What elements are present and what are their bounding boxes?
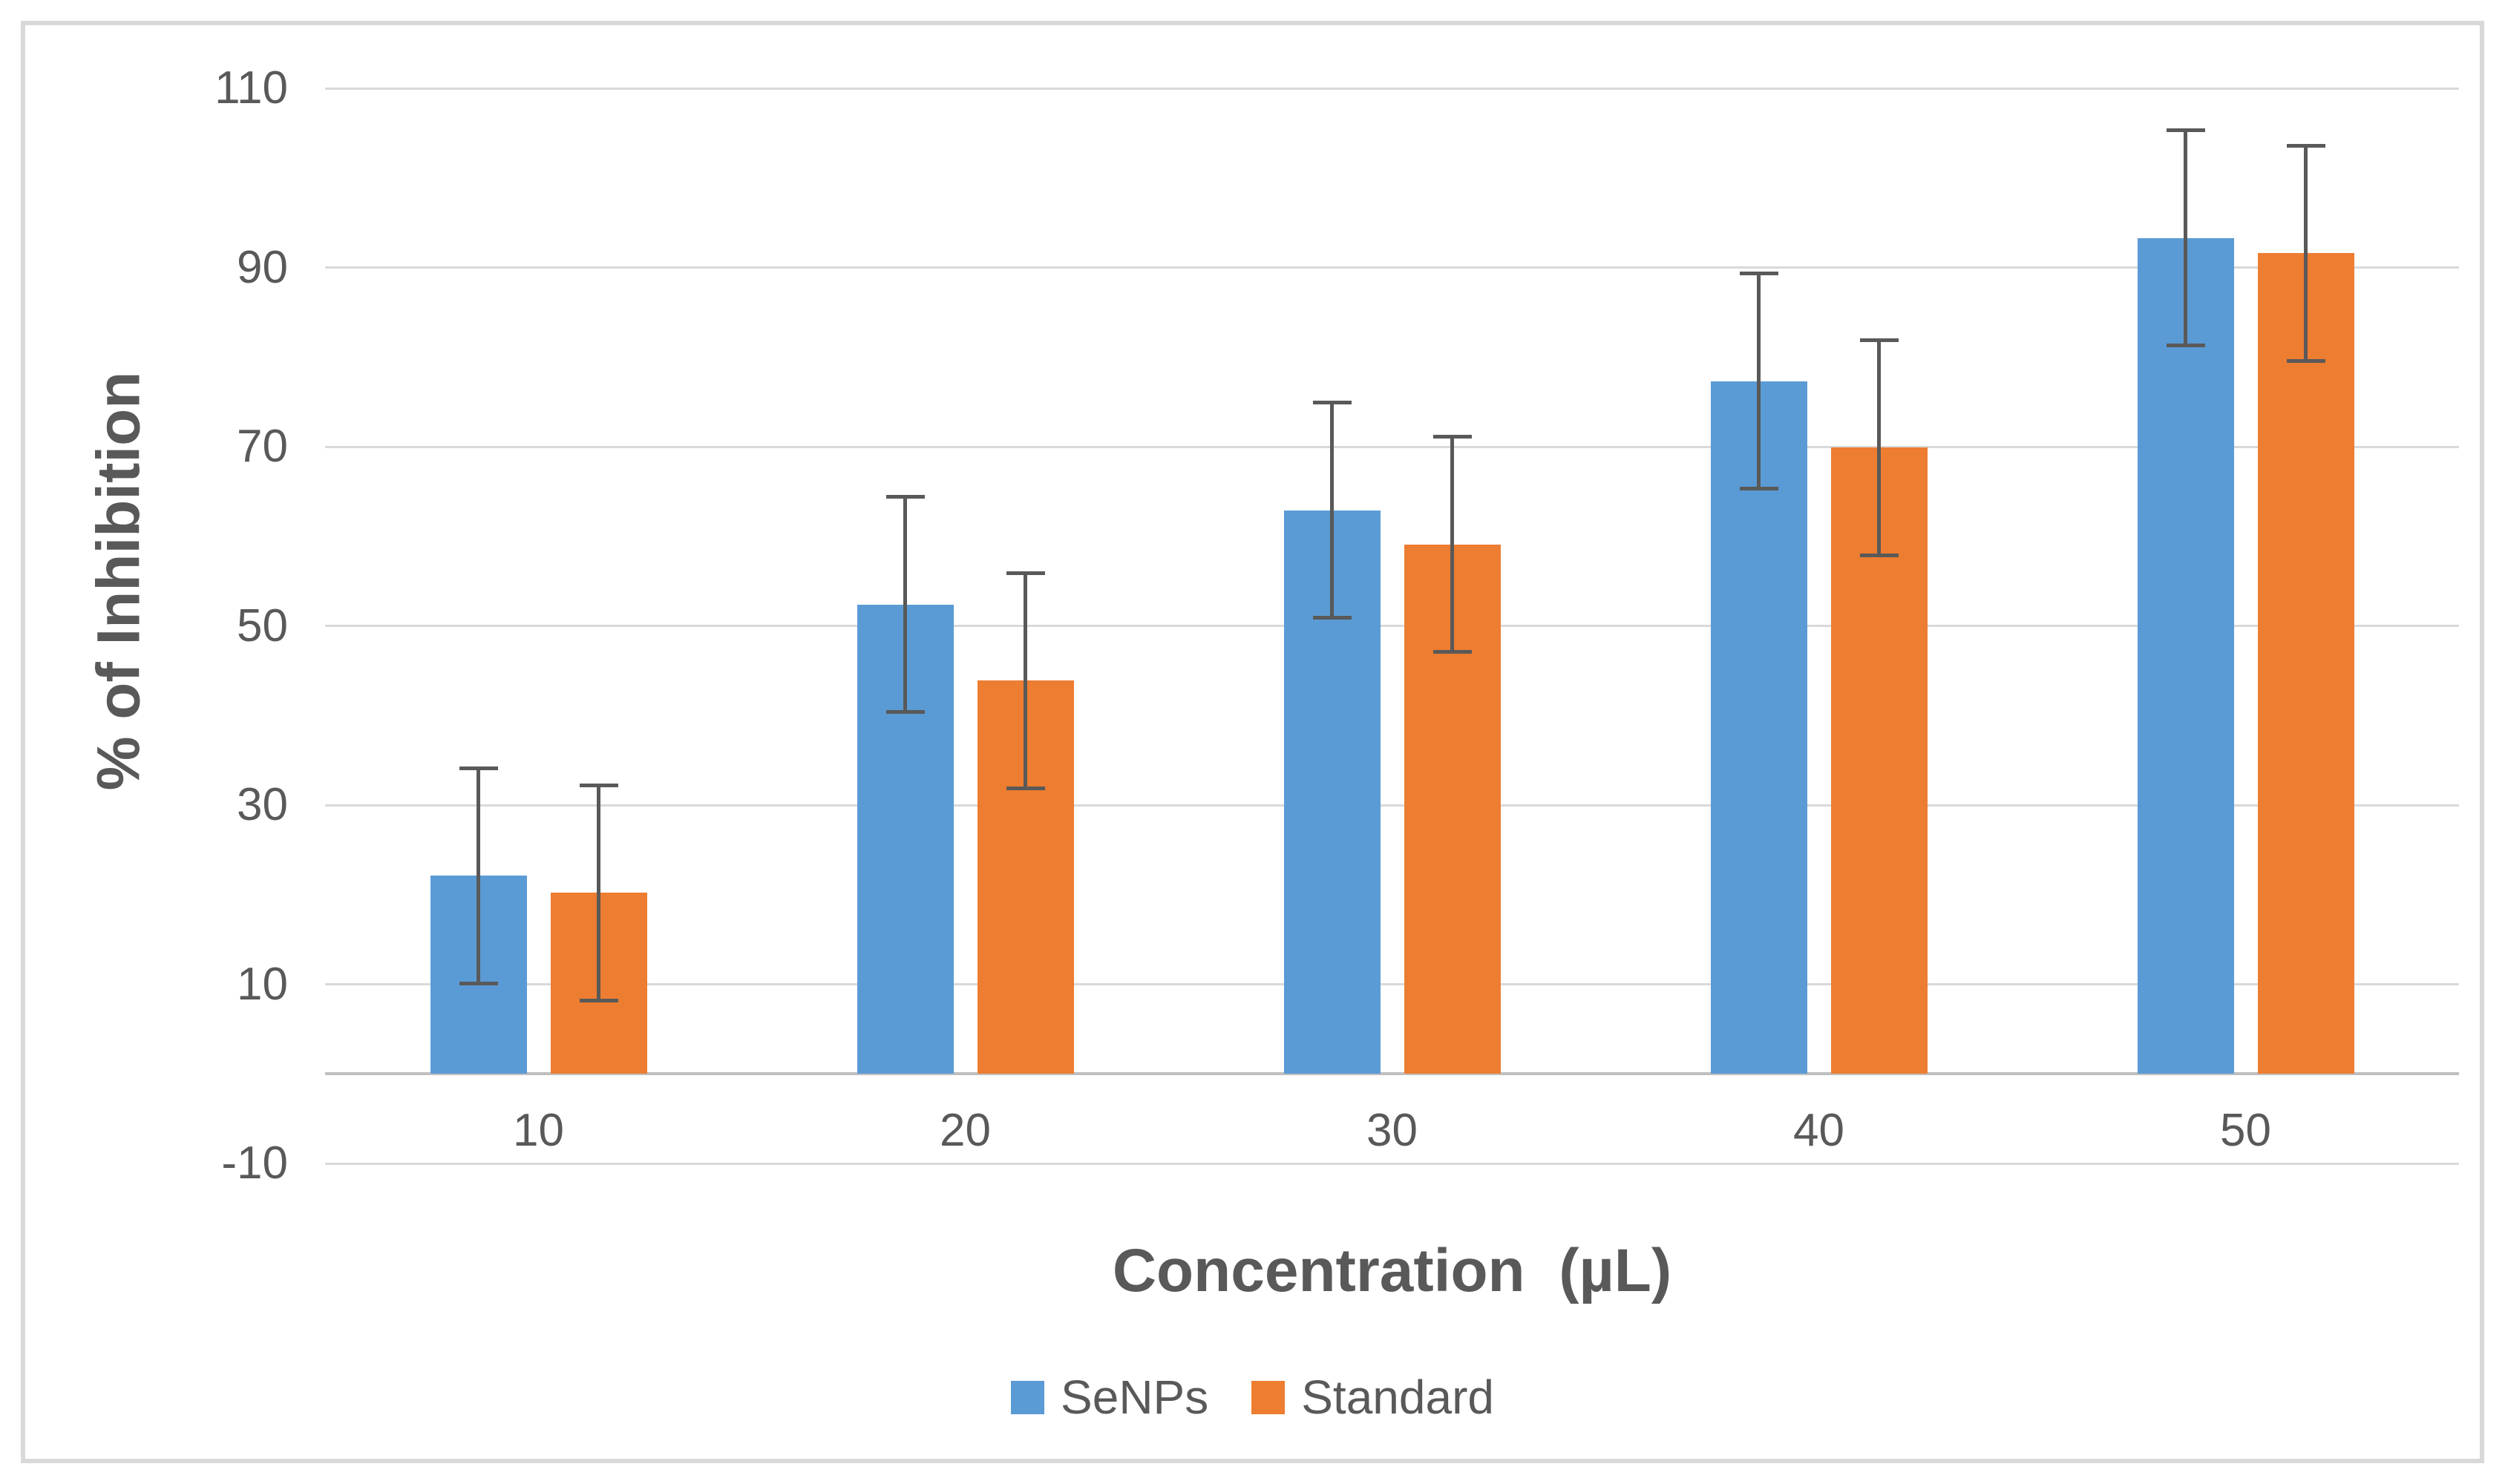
error-bar-cap-bottom <box>579 998 618 1002</box>
y-tick-label: 90 <box>237 241 288 293</box>
error-bar-cap-top <box>1432 435 1472 439</box>
error-bar-cap-bottom <box>459 981 498 985</box>
error-bar-cap-bottom <box>1739 487 1778 491</box>
y-tick-label: 30 <box>237 779 288 830</box>
legend-label: SeNPs <box>1061 1370 1209 1424</box>
error-bar-cap-bottom <box>2286 358 2325 363</box>
error-bar-cap-bottom <box>1312 616 1352 620</box>
gridline <box>325 87 2459 90</box>
error-bar-cap-bottom <box>885 709 925 714</box>
error-bar-cap-top <box>1312 401 1352 405</box>
error-bar-cap-top <box>885 495 925 499</box>
error-bar-cap-top <box>1859 338 1899 342</box>
x-category-label: 40 <box>1793 1105 1844 1156</box>
bar-senps-40 <box>1710 381 1807 1074</box>
y-tick-label: -10 <box>221 1137 288 1189</box>
error-bar-standard-20 <box>1024 573 1027 789</box>
error-bar-senps-20 <box>903 496 907 712</box>
y-axis-title: % of Inhibition <box>85 371 152 791</box>
error-bar-senps-50 <box>2184 130 2187 346</box>
x-category-label: 20 <box>940 1105 991 1156</box>
chart-frame-border <box>21 21 2484 1463</box>
gridline <box>325 983 2459 985</box>
error-bar-cap-top <box>2286 143 2325 148</box>
gridline <box>325 445 2459 448</box>
legend-label: Standard <box>1301 1370 1494 1424</box>
legend-swatch-icon <box>1251 1380 1286 1414</box>
error-bar-cap-bottom <box>1859 553 1899 557</box>
error-bar-cap-top <box>459 766 498 770</box>
y-tick-label: 110 <box>215 62 288 114</box>
legend-item-standard: Standard <box>1251 1371 1494 1423</box>
legend: SeNPs Standard <box>0 1371 2505 1423</box>
error-bar-cap-top <box>1739 272 1778 276</box>
gridline <box>325 266 2459 269</box>
bar-senps-50 <box>2137 237 2234 1074</box>
y-tick-label: 50 <box>237 600 288 651</box>
error-bar-cap-top <box>1006 571 1045 575</box>
legend-swatch-icon <box>1011 1380 1045 1414</box>
error-bar-cap-top <box>579 783 618 787</box>
error-bar-standard-10 <box>597 785 600 1001</box>
error-bar-senps-30 <box>1330 402 1334 618</box>
error-bar-standard-50 <box>2304 145 2308 361</box>
gridline <box>325 625 2459 627</box>
error-bar-standard-30 <box>1450 436 1454 652</box>
bar-standard-50 <box>2257 253 2354 1074</box>
x-category-label: 50 <box>2220 1105 2271 1156</box>
y-tick-label: 10 <box>237 958 288 1010</box>
error-bar-cap-bottom <box>1432 650 1472 654</box>
gridline <box>325 1162 2459 1165</box>
x-axis-line <box>325 1072 2459 1076</box>
gridline <box>325 804 2459 807</box>
error-bar-cap-bottom <box>1006 786 1045 790</box>
error-bar-senps-40 <box>1757 273 1761 489</box>
x-category-label: 30 <box>1366 1105 1418 1156</box>
legend-item-senps: SeNPs <box>1011 1371 1208 1423</box>
error-bar-cap-top <box>2166 128 2205 133</box>
error-bar-senps-10 <box>477 768 480 984</box>
error-bar-standard-40 <box>1877 340 1881 556</box>
x-category-label: 10 <box>513 1105 564 1156</box>
x-axis-title: Concentration (µL) <box>1112 1237 1672 1304</box>
y-tick-label: 70 <box>237 421 288 472</box>
error-bar-cap-bottom <box>2166 344 2205 348</box>
